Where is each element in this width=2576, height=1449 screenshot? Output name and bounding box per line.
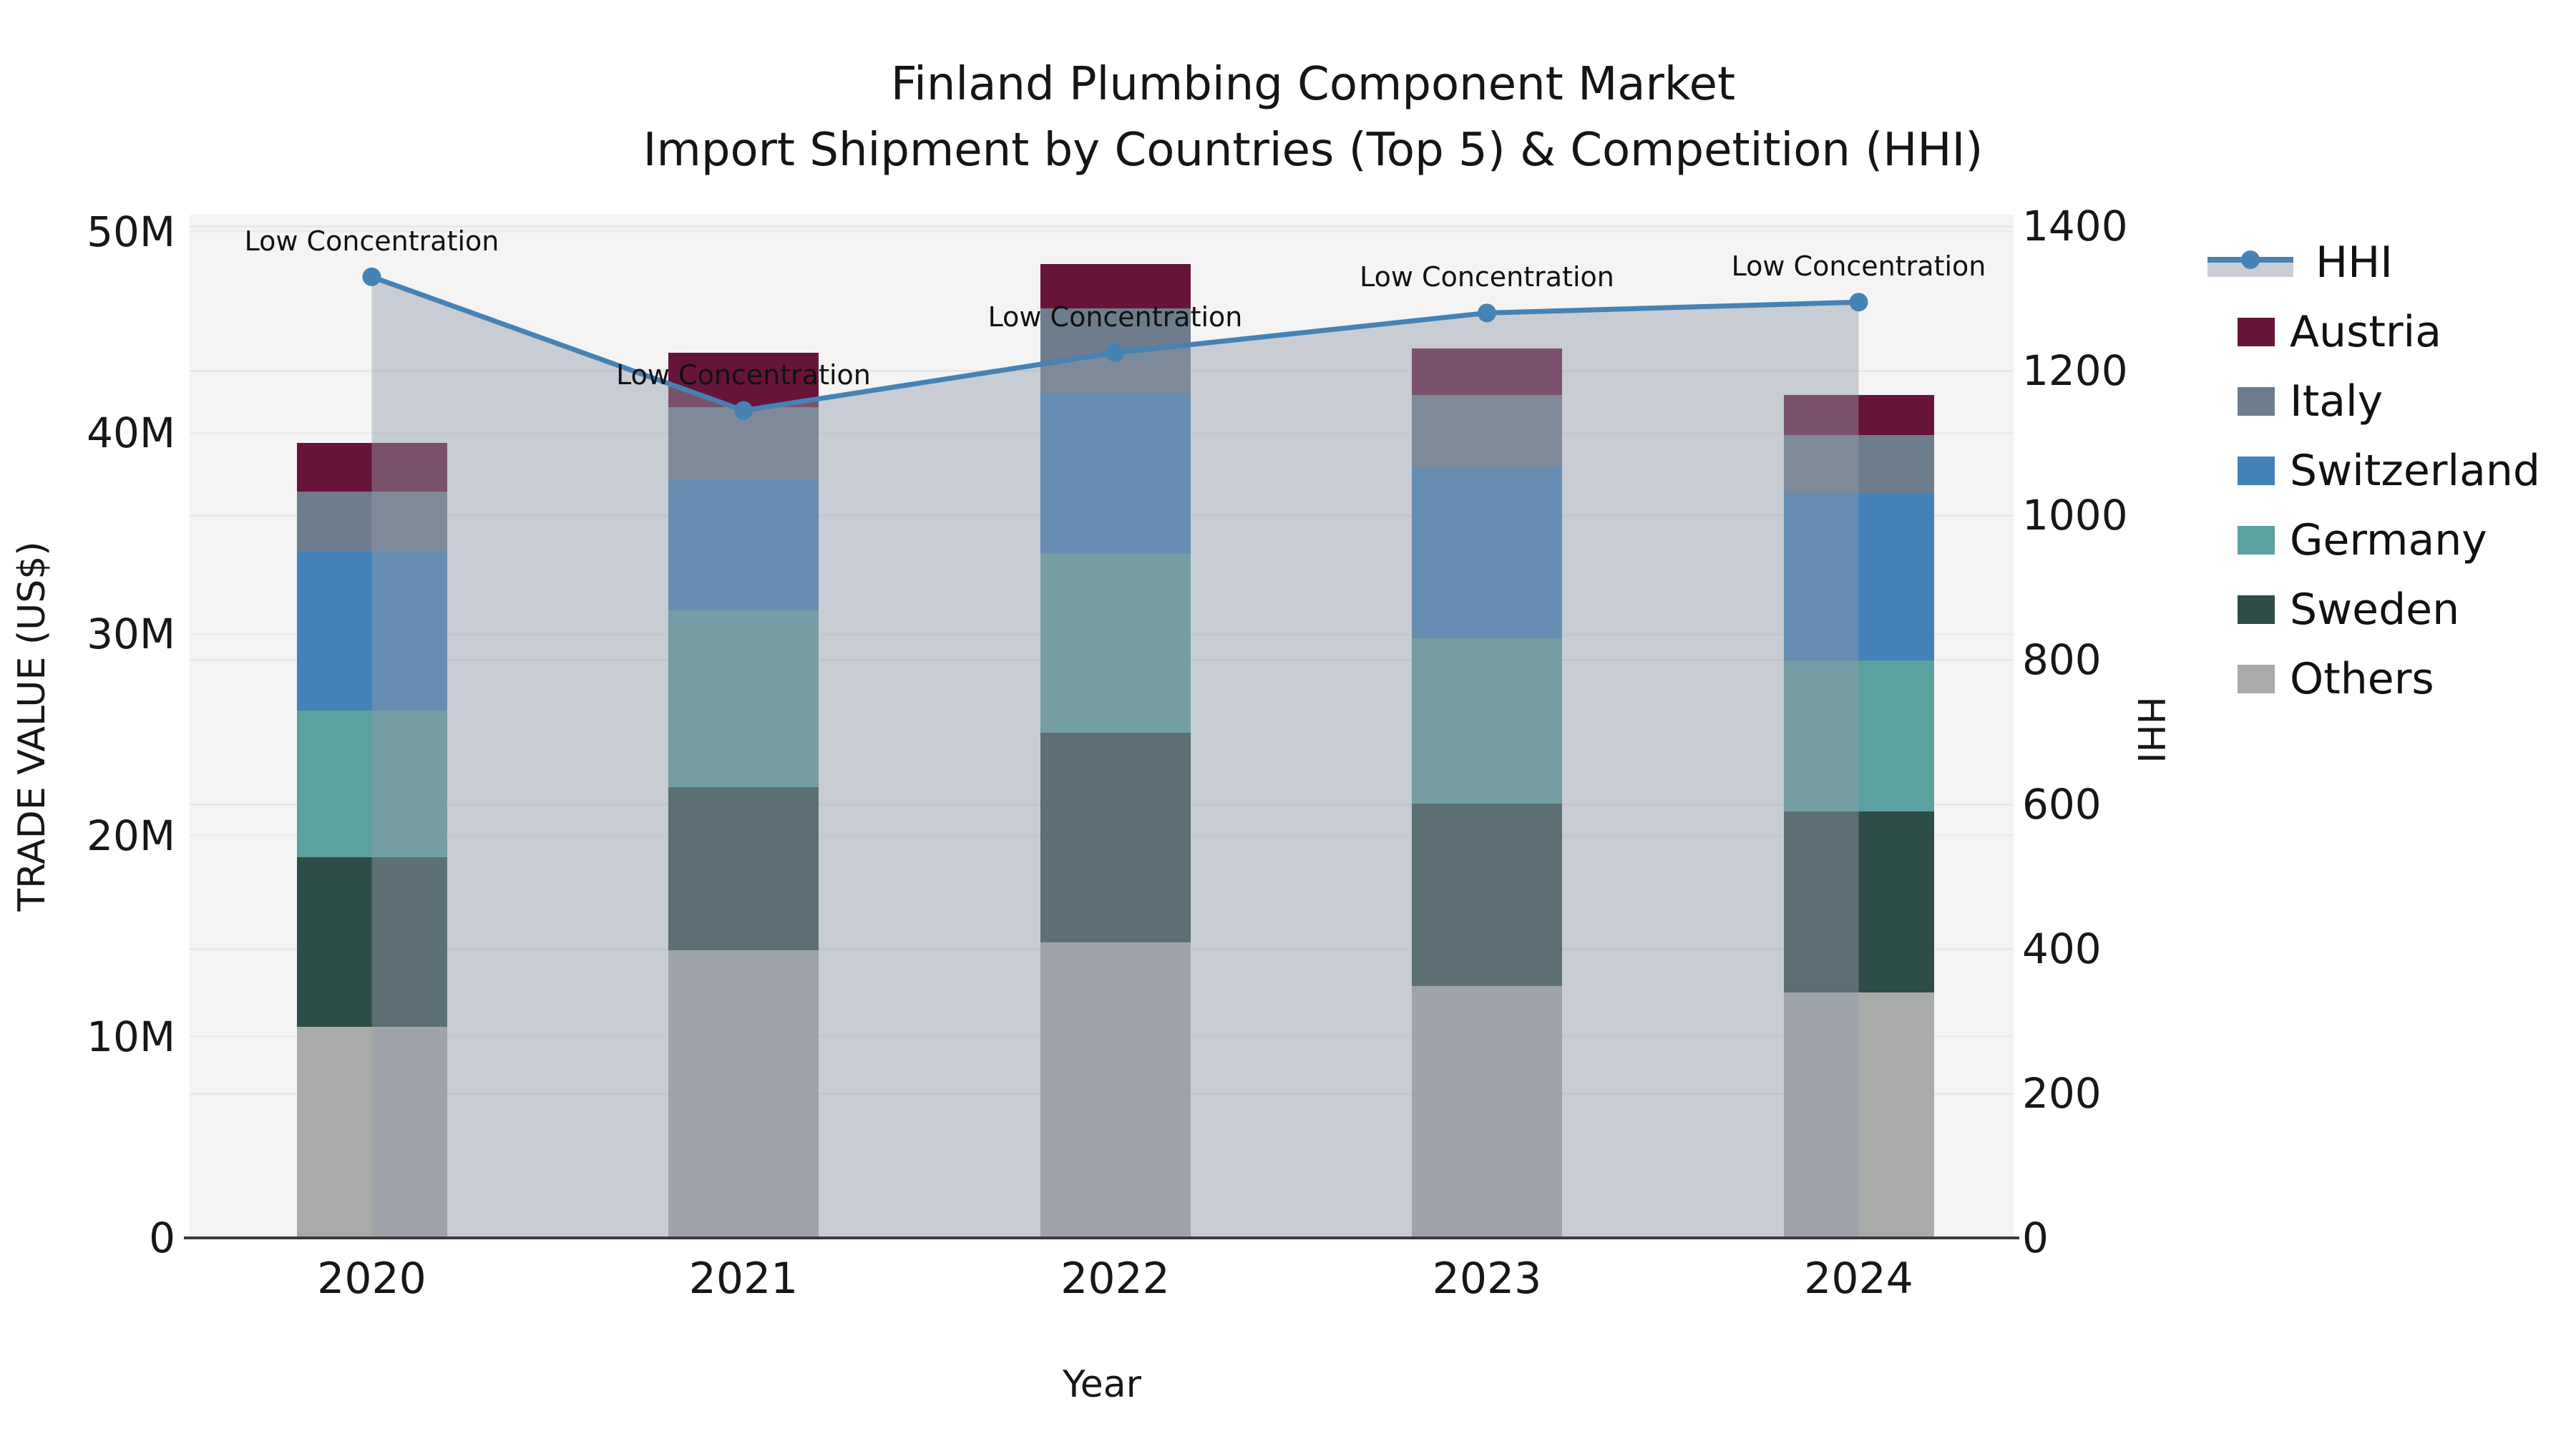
legend-hhi-area-swatch — [2207, 260, 2293, 277]
bar-segment-switzerland-2022 — [1040, 392, 1191, 554]
legend-item-others: Others — [2207, 644, 2540, 713]
y-left-tick-20M: 20M — [87, 811, 175, 860]
y-left-tick-10M: 10M — [87, 1012, 175, 1061]
y-left-tick-30M: 30M — [87, 610, 175, 659]
bar-segment-sweden-2023 — [1412, 803, 1562, 987]
bar-segment-italy-2024 — [1783, 434, 1934, 494]
bar-segment-others-2024 — [1783, 992, 1934, 1238]
bar-segment-sweden-2022 — [1040, 733, 1191, 942]
bar-segment-austria-2020 — [296, 443, 447, 492]
legend-swatch-switzerland — [2238, 456, 2275, 485]
bar-segment-others-2023 — [1412, 986, 1562, 1238]
legend-swatch-germany — [2238, 525, 2275, 555]
legend-hhi-marker-swatch — [2241, 250, 2260, 269]
legend-swatch-others — [2238, 664, 2275, 693]
legend-item-austria: Austria — [2207, 297, 2540, 366]
hhi-marker-2023 — [1478, 303, 1496, 323]
y-right-tick-400: 400 — [2022, 924, 2102, 974]
y-right-tick-0: 0 — [2022, 1214, 2049, 1262]
bar-segment-italy-2020 — [296, 491, 447, 552]
hhi-marker-2020 — [362, 267, 381, 286]
legend-label-hhi: HHI — [2316, 237, 2393, 288]
bar-segment-sweden-2021 — [668, 787, 819, 950]
legend-swatch-austria — [2238, 317, 2275, 346]
legend-label-switzerland: Switzerland — [2290, 445, 2540, 496]
x-tick-2022: 2022 — [1060, 1254, 1170, 1304]
legend-item-germany: Germany — [2207, 505, 2540, 575]
legend-item-switzerland: Switzerland — [2207, 436, 2540, 505]
bar-segment-italy-2023 — [1412, 394, 1562, 467]
bar-segment-switzerland-2023 — [1412, 467, 1562, 638]
chart-title-line1: Finland Plumbing Component Market — [890, 58, 1736, 111]
legend-swatch-sweden — [2238, 595, 2275, 624]
gridline-trade-50M — [190, 230, 2014, 233]
chart-title: Finland Plumbing Component Market Import… — [25, 52, 2576, 183]
bar-segment-others-2020 — [296, 1026, 447, 1238]
bar-segment-austria-2023 — [1412, 348, 1562, 395]
y-left-tick-50M: 50M — [87, 207, 175, 256]
legend-label-germany: Germany — [2290, 514, 2487, 565]
x-axis-line — [184, 1236, 2019, 1239]
x-tick-2020: 2020 — [317, 1254, 426, 1304]
bar-segment-others-2021 — [668, 950, 819, 1238]
x-tick-2023: 2023 — [1432, 1254, 1542, 1304]
legend-item-italy: Italy — [2207, 366, 2540, 436]
legend-label-others: Others — [2290, 653, 2434, 704]
legend-label-austria: Austria — [2290, 306, 2441, 357]
annotation-2021: Low Concentration — [616, 358, 871, 391]
bar-segment-switzerland-2024 — [1783, 493, 1934, 660]
legend-item-sweden: Sweden — [2207, 575, 2540, 644]
hhi-marker-2022 — [1106, 343, 1125, 362]
y-right-tick-200: 200 — [2022, 1069, 2102, 1118]
gridline-hhi-1400 — [190, 225, 2014, 228]
legend-label-italy: Italy — [2290, 376, 2384, 426]
bar-segment-austria-2024 — [1783, 394, 1934, 435]
x-tick-2024: 2024 — [1804, 1254, 1913, 1304]
y-right-tick-1200: 1200 — [2022, 346, 2128, 396]
legend-swatch-italy — [2238, 386, 2275, 416]
bar-segment-austria-2021 — [668, 352, 819, 407]
bar-segment-germany-2020 — [296, 711, 447, 858]
bar-segment-switzerland-2020 — [296, 552, 447, 711]
hhi-area-fill — [371, 276, 1859, 1238]
bar-segment-others-2022 — [1040, 942, 1191, 1238]
y-right-tick-1400: 1400 — [2022, 202, 2128, 251]
x-tick-2021: 2021 — [688, 1254, 799, 1304]
legend-item-hhi: HHI — [2207, 228, 2540, 297]
annotation-2022: Low Concentration — [987, 301, 1243, 333]
hhi-marker-2021 — [734, 401, 753, 420]
legend-label-sweden: Sweden — [2290, 584, 2460, 635]
bar-segment-germany-2024 — [1783, 660, 1934, 811]
legend-hhi-line-sample — [2207, 247, 2301, 278]
plot-area: Low Concentration Low Concentration Low Co… — [87, 202, 2127, 1304]
y-left-tick-40M: 40M — [87, 409, 175, 458]
bar-segment-germany-2022 — [1040, 553, 1191, 733]
y-axis-left-label: TRADE VALUE (US$) — [11, 541, 54, 912]
hhi-line-layer — [362, 267, 1868, 1238]
bar-segment-germany-2021 — [668, 610, 819, 788]
bar-segment-sweden-2024 — [1783, 811, 1934, 992]
annotation-2020: Low Concentration — [244, 225, 499, 257]
y-left-tick-0: 0 — [149, 1214, 175, 1262]
bar-segment-austria-2022 — [1040, 263, 1191, 308]
annotation-2024: Low Concentration — [1731, 250, 1986, 283]
y-right-tick-600: 600 — [2022, 780, 2102, 829]
y-right-tick-1000: 1000 — [2022, 491, 2128, 540]
y-axis-right-label: HHI — [2129, 696, 2172, 763]
bar-segment-germany-2023 — [1412, 638, 1562, 804]
chart-title-line2: Import Shipment by Countries (Top 5) & C… — [643, 124, 1984, 177]
x-axis-label: Year — [1062, 1363, 1142, 1406]
annotation-2023: Low Concentration — [1360, 261, 1614, 293]
hhi-marker-2024 — [1849, 293, 1868, 312]
bar-segment-sweden-2020 — [296, 857, 447, 1027]
legend: HHI Austria Italy Switzerland Germany Sweden O… — [2207, 228, 2540, 713]
bar-segment-switzerland-2021 — [668, 479, 819, 610]
y-right-tick-800: 800 — [2022, 635, 2102, 685]
